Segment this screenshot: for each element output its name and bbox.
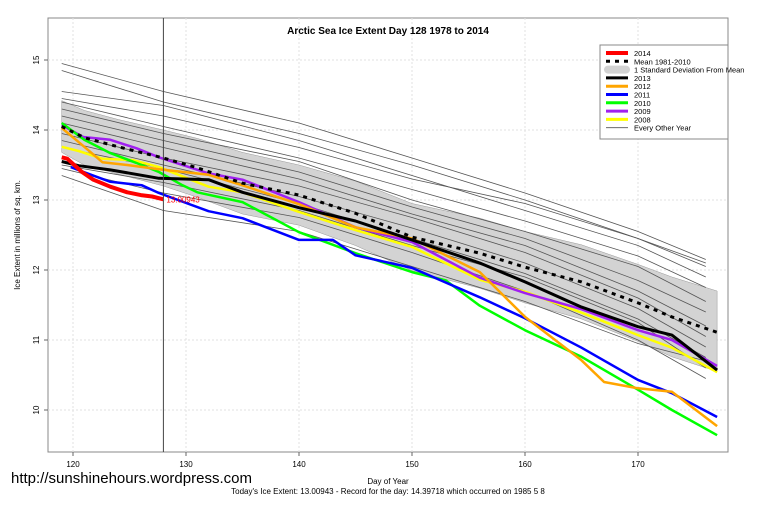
legend-label: 2009 xyxy=(634,107,651,116)
legend-label: 2008 xyxy=(634,115,651,124)
legend-label: Every Other Year xyxy=(634,124,692,133)
y-tick-label: 11 xyxy=(32,335,41,344)
series-line-2012 xyxy=(60,126,718,428)
x-tick-label: 120 xyxy=(66,460,80,469)
legend-label: 1 Standard Deviation From Mean xyxy=(634,66,744,75)
legend-label: 2010 xyxy=(634,99,651,108)
y-axis-label: Ice Extent in millions of sq. km. xyxy=(13,180,22,290)
legend-label: 2013 xyxy=(634,74,651,83)
legend-label: 2012 xyxy=(634,82,651,91)
legend-swatch xyxy=(604,65,630,74)
x-axis-label: Day of Year xyxy=(367,477,409,486)
y-tick-label: 13 xyxy=(32,195,41,204)
legend-box xyxy=(599,44,729,140)
y-tick-label: 15 xyxy=(32,55,41,64)
series-line-2013 xyxy=(61,160,719,372)
x-tick-label: 130 xyxy=(179,460,193,469)
legend-label: 2011 xyxy=(634,91,650,100)
x-tick-label: 160 xyxy=(518,460,532,469)
y-tick-label: 12 xyxy=(32,265,41,274)
x-tick-label: 170 xyxy=(631,460,645,469)
footer-subtitle: Today's Ice Extent: 13.00943 - Record fo… xyxy=(231,487,545,496)
series-line-2008 xyxy=(61,145,718,374)
series-lines xyxy=(60,121,719,437)
source-url-caption: http://sunshinehours.wordpress.com xyxy=(11,470,252,487)
series-line-mean-1981-2010 xyxy=(61,125,718,334)
chart-title: Arctic Sea Ice Extent Day 128 1978 to 20… xyxy=(287,26,489,37)
legend-label: 2014 xyxy=(634,49,651,58)
x-tick-label: 150 xyxy=(405,460,419,469)
series-line-2014 xyxy=(61,155,164,202)
series-line-2011 xyxy=(70,165,718,419)
y-tick-label: 14 xyxy=(32,125,41,134)
y-axis-ticks: 10 11 12 13 14 15 xyxy=(32,55,48,414)
current-value-label: 13.00943 xyxy=(166,195,200,204)
x-tick-label: 140 xyxy=(292,460,306,469)
legend-label: Mean 1981-2010 xyxy=(634,57,691,66)
series-line-2010 xyxy=(60,121,718,437)
x-axis-ticks: 120 130 140 150 160 170 xyxy=(66,452,645,469)
y-tick-label: 10 xyxy=(32,405,41,414)
